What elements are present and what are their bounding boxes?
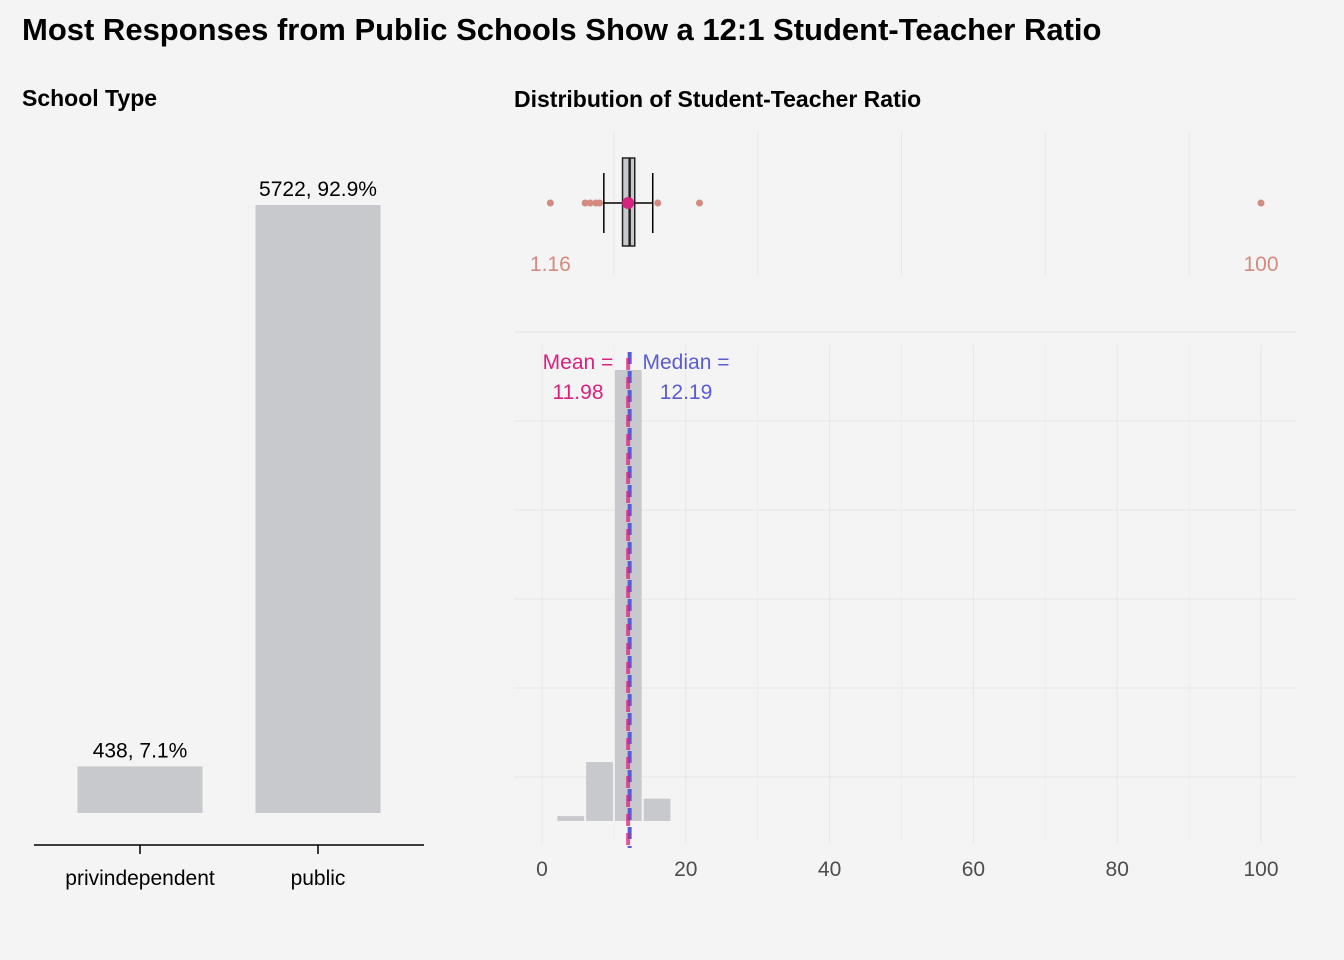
box-outlier-point (546, 199, 554, 207)
x-tick-label: privindependent (65, 867, 215, 890)
box-outlier-point (654, 199, 662, 207)
median-label: Median = (643, 351, 730, 374)
bar-data-label: 438, 7.1% (93, 739, 188, 762)
hist-bar (586, 762, 613, 821)
hist-x-tick-label: 40 (818, 858, 841, 881)
hist-x-tick-label: 80 (1106, 858, 1129, 881)
box-outlier-point (596, 199, 604, 207)
hist-x-tick-label: 0 (536, 858, 548, 881)
hist-x-tick-label: 100 (1243, 858, 1278, 881)
hist-bar (643, 798, 671, 821)
hist-x-tick-label: 20 (674, 858, 697, 881)
median-value-label: 12.19 (660, 381, 713, 404)
outlier-min-label: 1.16 (530, 253, 571, 276)
school-type-panel-title: School Type (22, 85, 158, 111)
bar-privindependent (77, 766, 203, 813)
mean-label: Mean = (543, 351, 614, 374)
box-outlier-point (586, 199, 594, 207)
box-mean-point (622, 197, 635, 209)
figure-title: Most Responses from Public Schools Show … (22, 12, 1102, 47)
x-tick-label: public (291, 867, 346, 890)
box-outlier-point (581, 199, 589, 207)
box-outlier-point (695, 199, 703, 207)
bar-public (255, 205, 381, 813)
bar-data-label: 5722, 92.9% (259, 178, 377, 201)
distribution-panel-title: Distribution of Student-Teacher Ratio (514, 86, 922, 112)
box-outlier-point (1257, 199, 1265, 207)
mean-value-label: 11.98 (553, 381, 604, 404)
hist-x-tick-label: 60 (962, 858, 985, 881)
outlier-max-label: 100 (1243, 253, 1278, 276)
hist-bar (557, 816, 585, 821)
